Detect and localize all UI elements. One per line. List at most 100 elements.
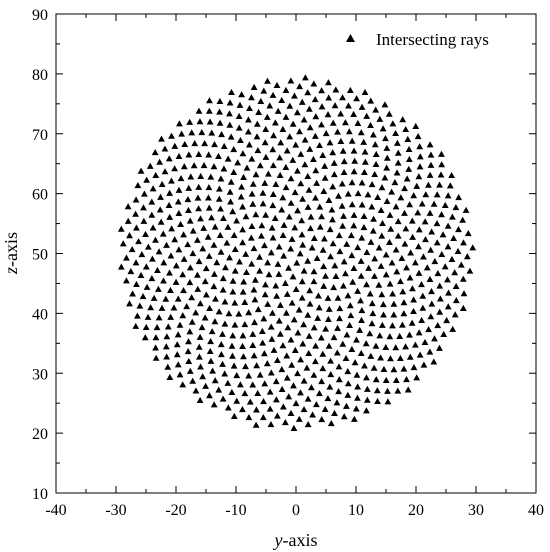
ray-point xyxy=(390,311,398,318)
ray-point xyxy=(332,272,340,279)
ray-point xyxy=(455,194,463,201)
ray-point xyxy=(242,362,249,370)
ray-point xyxy=(300,377,308,384)
ray-point xyxy=(279,342,287,349)
ray-point xyxy=(296,250,304,257)
ray-point xyxy=(436,282,444,289)
ray-point xyxy=(148,275,156,282)
ray-point xyxy=(433,191,441,198)
ray-point xyxy=(322,129,330,137)
ray-point xyxy=(226,254,233,261)
ray-point xyxy=(286,133,294,140)
ray-point xyxy=(148,255,156,262)
ray-point xyxy=(282,86,290,93)
intersecting-rays-series xyxy=(117,74,477,431)
y-tick-label: 30 xyxy=(32,366,48,383)
ray-point xyxy=(455,225,462,233)
ray-point xyxy=(392,246,400,253)
ray-point xyxy=(390,300,398,307)
ray-point xyxy=(443,317,451,324)
ray-point xyxy=(339,282,347,289)
ray-point xyxy=(350,415,358,422)
ray-point xyxy=(330,171,338,178)
ray-point xyxy=(292,399,300,407)
ray-point xyxy=(117,225,125,232)
x-tick-label: 0 xyxy=(292,502,300,519)
ray-point xyxy=(278,366,286,373)
ray-point xyxy=(413,182,421,189)
ray-point xyxy=(166,269,173,276)
ray-point xyxy=(312,194,319,201)
ray-point xyxy=(170,304,178,311)
ray-point xyxy=(367,121,374,129)
ray-point xyxy=(195,183,203,190)
ray-point xyxy=(340,212,347,219)
ray-point xyxy=(333,399,341,406)
ray-point xyxy=(186,279,194,286)
ray-point xyxy=(340,168,348,175)
ray-point xyxy=(405,145,413,152)
ray-point xyxy=(250,245,258,252)
ray-point xyxy=(122,277,130,284)
ray-point xyxy=(135,238,142,245)
ray-point xyxy=(415,243,422,250)
ray-point xyxy=(306,124,314,131)
ray-point xyxy=(266,405,274,412)
ray-point xyxy=(202,264,210,272)
ray-point xyxy=(372,106,380,113)
ray-point xyxy=(285,393,293,400)
ray-point xyxy=(361,88,369,95)
ray-point xyxy=(256,267,264,274)
ray-point xyxy=(262,211,270,218)
ray-point xyxy=(389,120,397,127)
x-tick-label: -20 xyxy=(165,502,186,519)
ray-point xyxy=(281,279,289,286)
ray-point xyxy=(253,120,261,127)
ray-point xyxy=(139,292,147,300)
ray-point xyxy=(219,330,226,337)
ray-point xyxy=(153,324,161,331)
ray-point xyxy=(369,131,377,138)
ray-point xyxy=(204,233,212,240)
ray-point xyxy=(230,362,238,369)
ray-point xyxy=(294,369,301,377)
ray-point xyxy=(273,292,281,299)
ray-point xyxy=(241,321,249,328)
ray-point xyxy=(152,334,160,341)
ray-point xyxy=(342,119,349,126)
ray-point xyxy=(256,253,263,260)
ray-point xyxy=(152,344,159,351)
ray-point xyxy=(180,231,187,238)
ray-point xyxy=(330,333,338,341)
ray-point xyxy=(372,160,380,168)
ray-point xyxy=(129,290,136,297)
ray-point xyxy=(286,102,294,109)
ray-point xyxy=(260,315,268,322)
ray-point xyxy=(388,259,396,266)
ray-point xyxy=(361,362,368,369)
ray-point xyxy=(201,277,209,285)
ray-point xyxy=(186,328,194,335)
ray-point xyxy=(460,239,467,246)
ray-point xyxy=(409,285,416,292)
ray-point xyxy=(236,258,243,265)
ray-point xyxy=(267,323,275,330)
ray-point xyxy=(289,120,297,127)
ray-point xyxy=(155,248,163,255)
ray-point xyxy=(375,244,383,251)
ray-point xyxy=(186,217,194,224)
ray-point xyxy=(231,245,239,252)
ray-point xyxy=(366,290,374,297)
ray-point xyxy=(424,181,432,188)
ray-point xyxy=(406,201,414,208)
ray-point xyxy=(297,180,305,187)
ray-point xyxy=(397,194,405,201)
ray-point xyxy=(276,301,284,308)
ray-point xyxy=(360,138,368,145)
ray-point xyxy=(448,171,455,179)
ray-point xyxy=(207,338,215,345)
ray-point xyxy=(215,152,222,159)
ray-point xyxy=(264,170,272,177)
ray-point xyxy=(306,145,314,152)
ray-point xyxy=(434,321,442,329)
